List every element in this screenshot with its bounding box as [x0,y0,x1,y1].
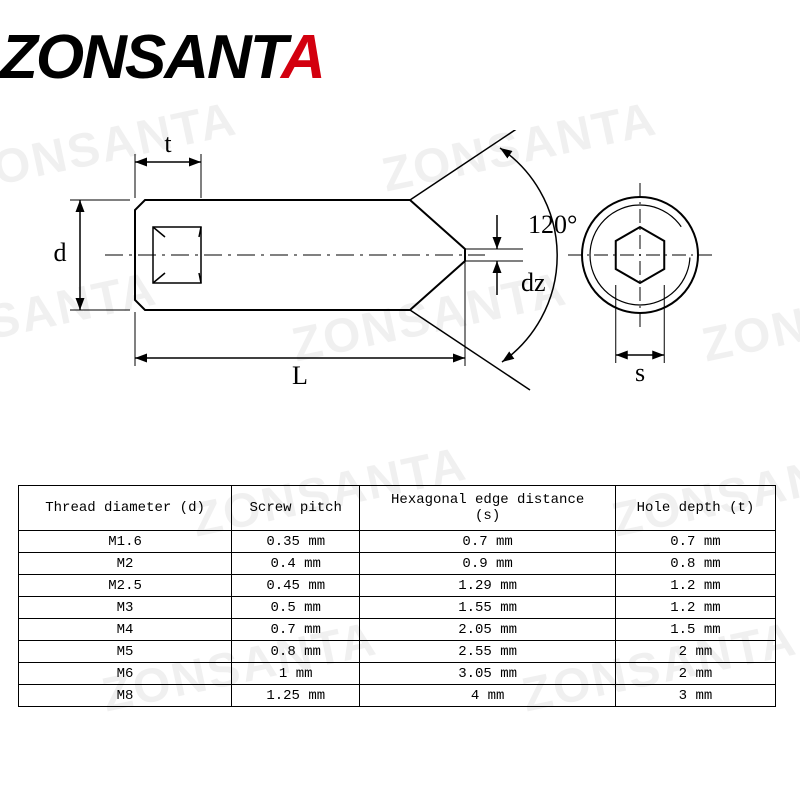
table-row: M20.4 mm0.9 mm0.8 mm [19,553,776,575]
table-cell: M2 [19,553,232,575]
table-cell: M8 [19,685,232,707]
table-row: M40.7 mm2.05 mm1.5 mm [19,619,776,641]
table-row: M30.5 mm1.55 mm1.2 mm [19,597,776,619]
table-cell: 2 mm [615,641,775,663]
logo-text-black: ZONSANT [0,23,281,92]
table-row: M1.60.35 mm0.7 mm0.7 mm [19,531,776,553]
svg-text:t: t [164,130,172,158]
table-cell: 1.2 mm [615,597,775,619]
svg-text:s: s [635,358,645,387]
svg-text:L: L [292,361,308,390]
table-cell: M2.5 [19,575,232,597]
brand-logo: ZONSANTA [0,22,324,93]
table-cell: 2.55 mm [360,641,616,663]
table-col-header: Screw pitch [232,486,360,531]
table-cell: 4 mm [360,685,616,707]
table-cell: 3.05 mm [360,663,616,685]
table-row: M81.25 mm4 mm3 mm [19,685,776,707]
table-row: M2.50.45 mm1.29 mm1.2 mm [19,575,776,597]
table-row: M61 mm3.05 mm2 mm [19,663,776,685]
table-cell: 2 mm [615,663,775,685]
table-body: M1.60.35 mm0.7 mm0.7 mmM20.4 mm0.9 mm0.8… [19,531,776,707]
table-cell: M3 [19,597,232,619]
table-cell: 3 mm [615,685,775,707]
table-cell: 0.35 mm [232,531,360,553]
svg-text:d: d [54,238,67,267]
table-cell: 0.9 mm [360,553,616,575]
table-cell: 0.5 mm [232,597,360,619]
table-cell: M6 [19,663,232,685]
svg-text:120°: 120° [528,210,577,239]
set-screw-diagram: d t Ldz 120° s [0,130,800,430]
spec-table: Thread diameter (d)Screw pitchHexagonal … [18,485,776,707]
table-cell: 1.55 mm [360,597,616,619]
table-cell: 2.05 mm [360,619,616,641]
table-cell: 1.5 mm [615,619,775,641]
table-cell: M1.6 [19,531,232,553]
table-cell: M4 [19,619,232,641]
table-cell: 0.7 mm [360,531,616,553]
table-cell: 0.4 mm [232,553,360,575]
table-col-header: Hexagonal edge distance(s) [360,486,616,531]
svg-text:dz: dz [521,268,546,297]
logo-text-red: A [281,23,324,92]
table-cell: 1.29 mm [360,575,616,597]
table-cell: M5 [19,641,232,663]
table-cell: 0.8 mm [615,553,775,575]
table-cell: 0.7 mm [232,619,360,641]
table-header: Thread diameter (d)Screw pitchHexagonal … [19,486,776,531]
table-col-header: Hole depth (t) [615,486,775,531]
table-cell: 0.45 mm [232,575,360,597]
table-cell: 1 mm [232,663,360,685]
table-cell: 0.7 mm [615,531,775,553]
table-cell: 1.25 mm [232,685,360,707]
table-col-header: Thread diameter (d) [19,486,232,531]
table-cell: 0.8 mm [232,641,360,663]
table-row: M50.8 mm2.55 mm2 mm [19,641,776,663]
table-cell: 1.2 mm [615,575,775,597]
